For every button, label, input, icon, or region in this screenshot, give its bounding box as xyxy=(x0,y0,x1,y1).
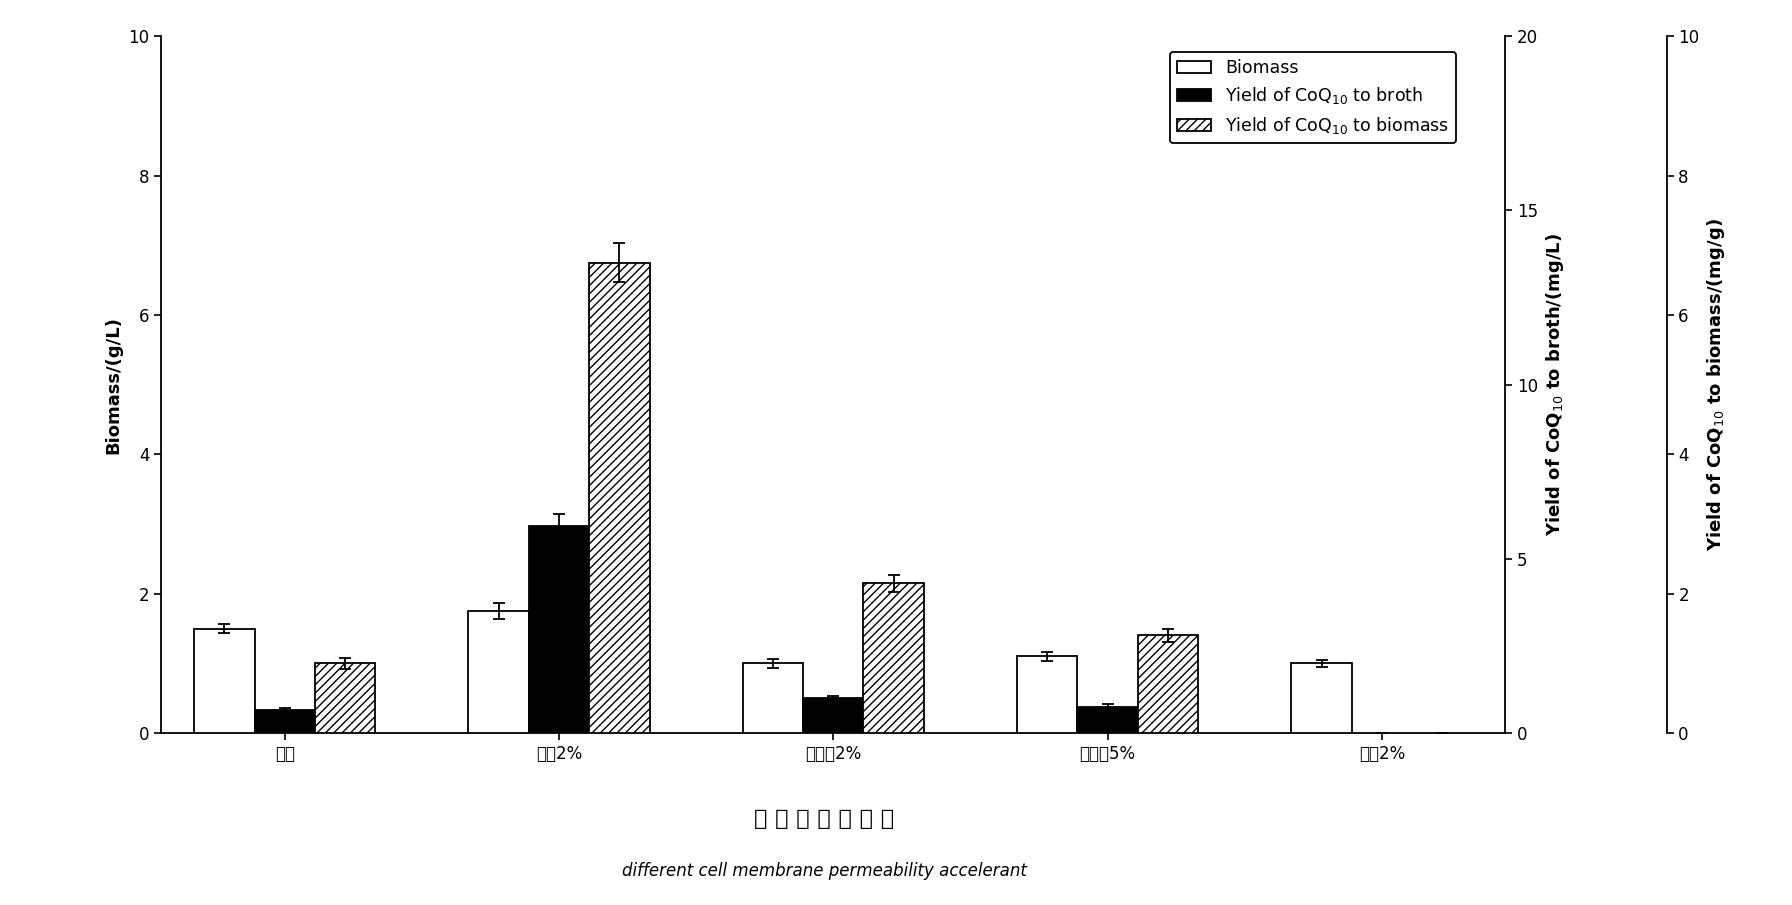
Text: different cell membrane permeability accelerant: different cell membrane permeability acc… xyxy=(622,862,1027,880)
Legend: Biomass, Yield of CoQ$_{10}$ to broth, Yield of CoQ$_{10}$ to biomass: Biomass, Yield of CoQ$_{10}$ to broth, Y… xyxy=(1170,52,1457,143)
Y-axis label: Biomass/(g/L): Biomass/(g/L) xyxy=(104,316,124,453)
Bar xyxy=(1018,656,1077,733)
Text: 不 同 细 胞 通 透 剂: 不 同 细 胞 通 透 剂 xyxy=(754,809,894,829)
Bar xyxy=(742,663,803,733)
Bar xyxy=(468,611,529,733)
Y-axis label: Yield of CoQ$_{10}$ to biomass/(mg/g): Yield of CoQ$_{10}$ to biomass/(mg/g) xyxy=(1704,218,1727,551)
Bar xyxy=(590,262,649,733)
Bar xyxy=(529,526,590,733)
Bar xyxy=(1077,707,1138,733)
Bar xyxy=(315,663,375,733)
Bar xyxy=(1292,663,1351,733)
Bar xyxy=(803,699,864,733)
Bar xyxy=(194,629,254,733)
Y-axis label: Yield of CoQ$_{10}$ to broth/(mg/L): Yield of CoQ$_{10}$ to broth/(mg/L) xyxy=(1543,233,1566,537)
Bar xyxy=(254,710,315,733)
Bar xyxy=(1138,635,1199,733)
Bar xyxy=(864,583,925,733)
